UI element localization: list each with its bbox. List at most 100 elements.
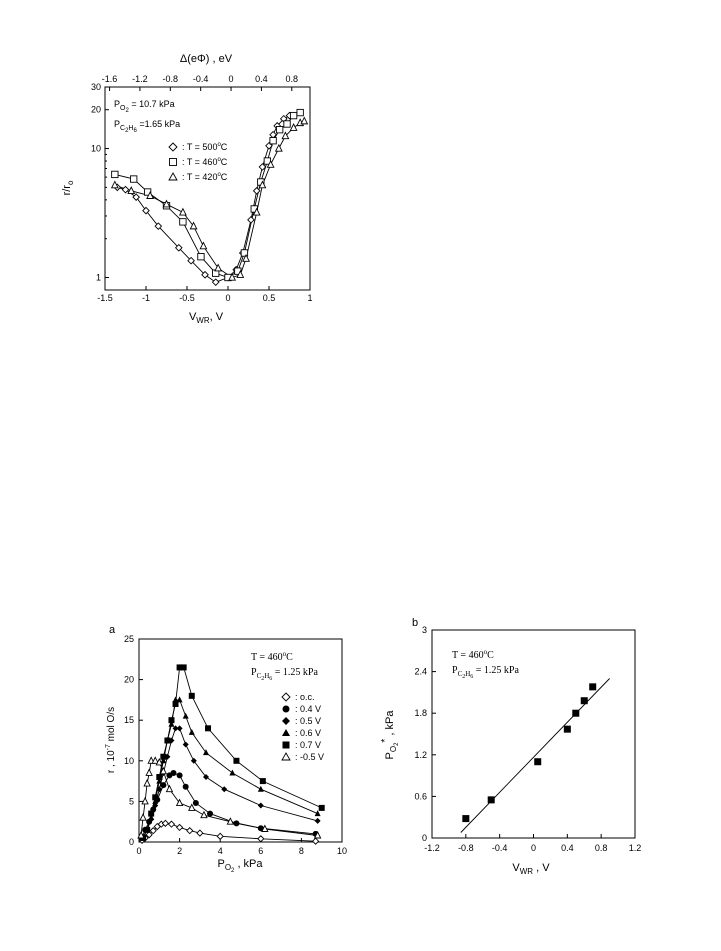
top-annotation-po2: PO2 = 10.7 kPa [114, 99, 175, 114]
y-tick-label: 10 [124, 756, 134, 766]
panel-b-plot-frame [431, 629, 636, 839]
panel-a-y-label: r , 10-7 mol O/s [105, 707, 117, 773]
panel-b-annotation-temperature: T = 460oC [452, 648, 494, 661]
y-tick-label: 3 [422, 625, 427, 635]
legend-entry-oc: : o.c. [295, 692, 315, 702]
filled-circle-point [170, 769, 177, 776]
top-x-tick-label: -1.6 [102, 74, 118, 84]
filled-triangle-point [229, 769, 236, 776]
panel-b-y-ticks: 0 0.6 1.2 1.8 2.4 3 [414, 625, 436, 843]
y-tick-label: 15 [124, 715, 134, 725]
filled-triangle-point [168, 720, 175, 727]
x-tick-label: -0.5 [179, 293, 195, 303]
filled-square-point [164, 737, 171, 744]
panel-a-annotation-pc2h6: PC2H6 = 1.25 kPa [251, 667, 318, 682]
legend-0-4v-marker [282, 705, 290, 713]
filled-square-point [318, 804, 325, 811]
legend-entry-neg-0-5v: : -0.5 V [295, 752, 324, 762]
chart-top: -1.5 -1 -0.5 0 0.5 1 -1.6 -1.2 -0.8 -0.4 0 0.4 0.8 … [61, 53, 313, 325]
legend-entry-0-7v: : 0.7 V [295, 740, 321, 750]
data-point [462, 815, 470, 823]
diamond-point [187, 256, 195, 265]
y-tick-label: 0 [422, 833, 427, 843]
filled-diamond-point [156, 786, 163, 793]
legend-entry-0-4v: : 0.4 V [295, 704, 321, 714]
panel-b-data-points [462, 683, 597, 823]
filled-diamond-point [176, 725, 183, 732]
square-point [250, 205, 258, 213]
legend-diamond-marker [168, 142, 178, 152]
open-diamond-point [186, 826, 194, 835]
data-point [580, 697, 588, 705]
y-tick-label: 20 [91, 105, 101, 115]
filled-diamond-point [182, 741, 189, 748]
x-tick-label: -1 [142, 293, 150, 303]
triangle-point [214, 263, 223, 272]
filled-square-point [176, 664, 183, 671]
y-tick-label: 1 [96, 273, 101, 283]
filled-circle-point [160, 782, 167, 789]
square-point [240, 249, 249, 257]
fit-curve-open-triangle [140, 760, 318, 836]
open-triangle-point [188, 803, 196, 811]
top-annotation-pc2h6: PC2H6 =1.65 kPa [114, 119, 180, 134]
y-tick-label: 25 [124, 634, 134, 644]
x-tick-label: -0.4 [492, 843, 508, 853]
panel-b-annotation-pc2h6: PC2H6 = 1.25 kPa [452, 665, 519, 680]
filled-triangle-point [152, 797, 159, 804]
top-x-tick-label: -0.8 [163, 74, 179, 84]
open-diamond-point [175, 823, 184, 832]
filled-triangle-point [257, 785, 264, 792]
panel-a-legend: : o.c. : 0.4 V : 0.5 V : 0.6 V : 0.7 V :… [281, 692, 324, 762]
open-triangle-point [155, 757, 164, 766]
panel-a-label: a [109, 624, 116, 636]
top-x-label: VWR, V [189, 311, 224, 325]
open-triangle-point [261, 824, 269, 832]
legend-entry-460: : T = 460oC [182, 157, 228, 167]
filled-diamond-point [314, 817, 321, 824]
triangle-point [266, 159, 275, 168]
data-point [534, 758, 542, 766]
filled-diamond-point [190, 757, 197, 764]
triangle-point [289, 123, 298, 131]
diamond-point [174, 243, 183, 252]
filled-triangle-point [188, 728, 195, 735]
legend-0-5v-marker [282, 717, 290, 725]
filled-square-point [152, 794, 159, 801]
y-tick-label: 20 [124, 675, 134, 685]
square-point [197, 253, 205, 261]
square-point [296, 108, 304, 117]
y-tick-label: 0 [129, 837, 134, 847]
filled-square-point [156, 774, 163, 781]
filled-triangle-point [160, 757, 167, 764]
filled-square-point [259, 778, 266, 785]
x-tick-label: -1.5 [97, 293, 113, 303]
x-tick-label: 8 [299, 846, 304, 856]
square-point [130, 175, 138, 183]
top-x-tick-label: 0 [229, 74, 234, 84]
open-triangle-point [137, 830, 145, 839]
panel-a-y-ticks: 0 5 10 15 20 25 [124, 634, 143, 847]
open-diamond-point [145, 831, 153, 839]
filled-circle-point [207, 810, 214, 817]
y-tick-label: 1.8 [414, 708, 427, 718]
triangle-point [146, 191, 155, 199]
y-tick-label: 5 [129, 796, 134, 806]
filled-diamond-point [221, 786, 228, 793]
x-tick-label: 0 [225, 293, 230, 303]
top-legend: : T = 500oC : T = 460oC : T = 420oC [168, 142, 228, 182]
x-tick-label: 0 [531, 843, 536, 853]
diamond-point [252, 186, 261, 195]
square-point [276, 126, 284, 134]
open-diamond-point [196, 829, 204, 837]
legend-square-marker [169, 158, 177, 166]
filled-circle-point [233, 820, 240, 827]
triangle-point [258, 180, 267, 189]
chart-panel-a: a 0 2 4 6 8 10 0 5 10 15 20 25 PO2 , kPa r , 10-7 … [105, 624, 347, 874]
legend-triangle-marker [168, 172, 178, 181]
top-x-ticks: -1.5 -1 -0.5 0 0.5 1 [97, 286, 313, 303]
x-tick-label: 1 [307, 293, 312, 303]
top-secondary-x-ticks: -1.6 -1.2 -0.8 -0.4 0 0.4 0.8 [102, 74, 298, 91]
fit-curve-filled-circle [141, 772, 316, 839]
square-point [269, 137, 277, 145]
